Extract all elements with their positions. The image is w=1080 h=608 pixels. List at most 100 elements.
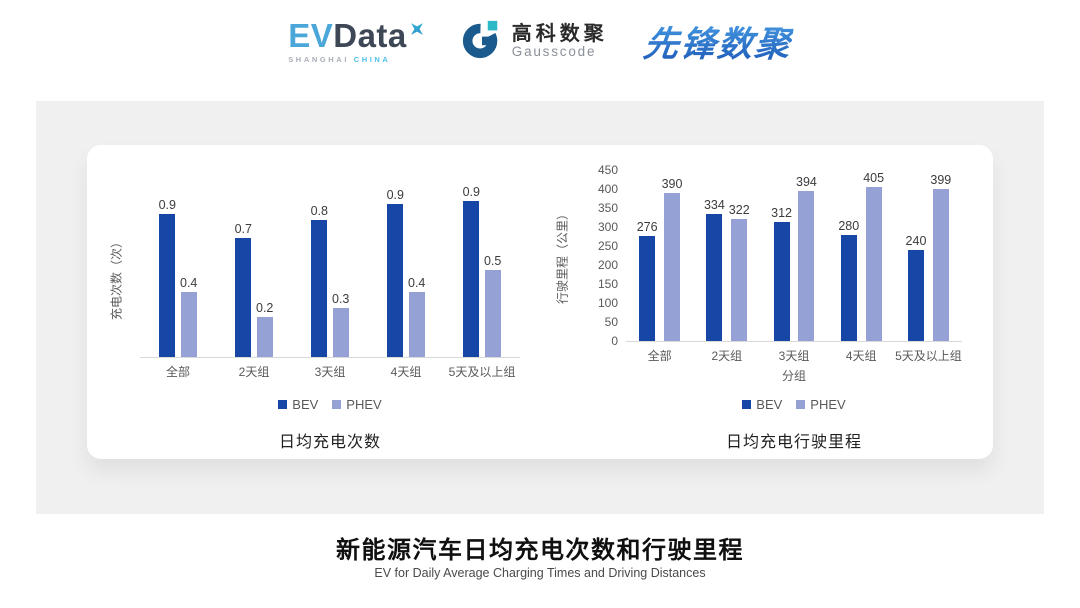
bar-value-label: 0.4 [408,275,426,290]
bar-value-label: 399 [930,173,952,188]
bar-group: 0.9 0.5 [444,185,520,357]
bev-bar-column: 0.9 [387,188,404,357]
bar-group: 334 322 [693,198,760,341]
phev-bar-column: 405 [863,171,884,341]
phev-bar-column: 322 [729,203,750,341]
phev-legend-label: PHEV [810,397,846,412]
legend: BEV PHEV [626,397,962,412]
phev-bar-column: 0.4 [408,276,425,357]
evdata-shanghai-text: SHANGHAI [288,55,350,64]
bev-bar-column: 280 [838,219,859,341]
sparkle-star-icon [407,11,427,44]
bar-value-label: 0.7 [234,221,252,236]
bar-value-label: 405 [863,171,885,186]
bar-value-label: 312 [771,206,792,221]
phev-bar [408,291,425,357]
category-label: 5天及以上组 [448,365,516,379]
evdata-china-text: CHINA [353,55,391,64]
bar-value-label: 0.9 [158,197,176,212]
evdata-logo: EV Data SHANGHAI CHINA [288,19,425,64]
bev-bar [773,222,790,341]
category-label: 4天组 [845,349,877,363]
phev-bar [865,187,882,341]
category-label: 5天及以上组 [895,349,962,363]
bar-group: 276 390 [626,177,693,341]
y-axis-label: 充电次数（次） [109,235,124,321]
bev-bar [311,220,328,357]
evdata-subtitle: SHANGHAI CHINA [288,55,390,64]
page-subtitle: EV for Daily Average Charging Times and … [374,566,706,580]
bev-legend-swatch [742,400,752,409]
y-tick-label: 0 [611,334,618,348]
chart-card: 充电次数（次） 0.9 0.4 0.7 0.2 0.8 0.3 0.9 0.4 0.9 0.5 全… [87,145,993,459]
bar-group: 312 394 [760,175,827,341]
bar-group: 0.9 0.4 [368,188,444,357]
bev-legend-label: BEV [756,397,783,412]
gausscode-chinese-text: 高科数聚 [511,23,608,46]
bar-value-label: 0.9 [386,188,404,203]
legend: BEV PHEV [140,397,520,412]
category-label: 全部 [165,365,190,379]
legend-item-bev: BEV [742,397,782,412]
phev-bar-column: 0.3 [332,292,349,357]
bev-bar-column: 240 [905,233,927,341]
bar-group: 240 399 [895,173,962,341]
bev-legend-swatch [278,400,288,409]
bar-value-label: 0.5 [484,253,502,268]
bev-legend-label: BEV [292,397,319,412]
bar-group: 0.9 0.4 [140,198,216,357]
bar-value-label: 0.3 [332,291,350,306]
category-label: 3天组 [778,349,810,363]
gausscode-wordmark: 高科数聚 Gausscode [512,23,608,60]
bev-bar [706,214,723,341]
phev-bar-column: 394 [796,175,817,341]
phev-bar-column: 399 [930,173,951,341]
phev-legend-label: PHEV [346,397,382,412]
legend-item-bev: BEV [278,397,318,412]
category-label: 3天组 [314,365,346,379]
bev-bar-column: 312 [771,206,792,341]
bar-value-label: 0.9 [462,185,480,200]
bar-value-label: 322 [728,202,750,217]
y-tick-label: 350 [597,201,618,215]
y-tick-label: 250 [597,239,618,253]
evdata-wordmark: EV Data [288,17,423,54]
bar-value-label: 280 [838,218,860,233]
y-tick-label: 150 [597,277,618,291]
bev-bar [463,201,480,357]
bar-value-label: 240 [905,233,927,248]
phev-bar-column: 0.4 [180,276,197,357]
plot-area: 0.9 0.4 0.7 0.2 0.8 0.3 0.9 0.4 0.9 0.5 [140,185,520,358]
bev-bar [639,236,656,341]
x-axis-label: 分组 [781,369,806,383]
phev-bar [332,307,349,357]
gausscode-g-icon [461,18,503,65]
phev-bar [731,218,748,341]
phev-legend-swatch [332,400,342,409]
bev-bar [907,249,924,341]
bar-value-label: 276 [636,220,658,235]
y-tick-label: 400 [597,182,618,196]
legend-item-phev: PHEV [332,397,382,412]
bar-value-label: 0.2 [256,301,274,316]
page-title: 新能源汽车日均充电次数和行驶里程 [336,537,744,564]
phev-bar-column: 0.5 [484,253,502,357]
bar-value-label: 0.8 [310,204,328,219]
bar-value-label: 0.4 [180,275,198,290]
bar-value-label: 334 [703,198,725,213]
evdata-ev-text: EV [288,17,334,54]
phev-bar-column: 0.2 [256,301,273,357]
bar-value-label: 390 [661,176,683,191]
phev-bar-column: 390 [661,176,683,341]
phev-bar [932,189,949,341]
chart-daily-driving-distance: 行驶里程（公里） 0 50 100 150 200 250 300 350 400 450 276… [556,145,962,459]
gausscode-logo: 高科数聚 Gausscode [461,18,608,65]
logo-header: EV Data SHANGHAI CHINA 高科数聚 [0,16,1080,67]
phev-legend-swatch [796,400,806,409]
evdata-data-text: Data [333,17,407,54]
gausscode-english-text: Gausscode [511,44,597,60]
bev-bar-column: 0.8 [311,204,328,357]
bar-group: 0.8 0.3 [292,204,368,357]
bev-bar [235,237,252,357]
category-label: 4天组 [390,365,422,379]
